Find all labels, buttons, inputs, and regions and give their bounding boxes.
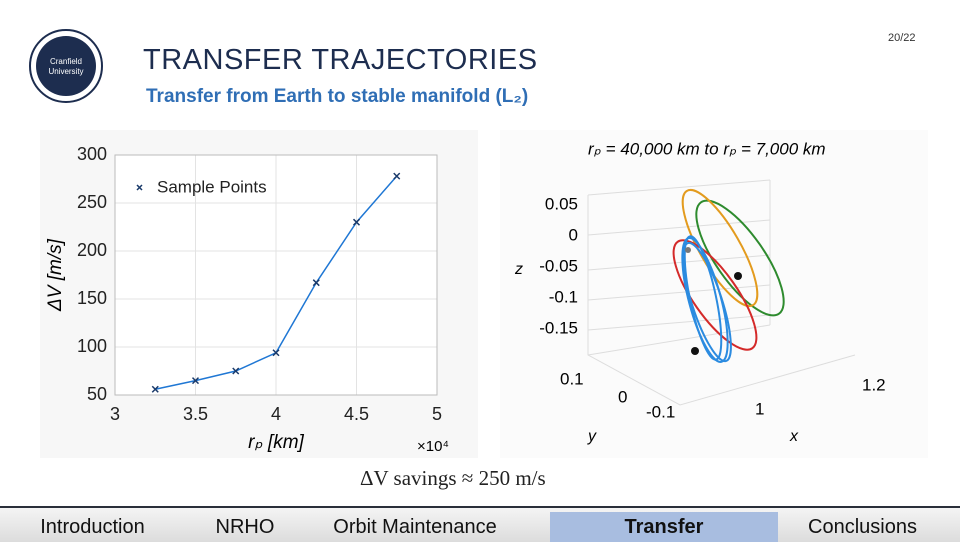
y-tick-label: 300 [77,144,107,164]
y-axis-label: y [587,428,597,445]
axes-box [587,179,856,406]
marker [272,349,280,357]
x-tick-label: 3.5 [183,404,208,424]
nav-item[interactable]: Conclusions [808,516,917,538]
orbits [672,188,785,363]
y-tick-label: -0.1 [646,402,675,421]
marker [151,385,159,393]
marker [191,377,200,385]
logo-text: University [48,67,83,76]
y-tick-label: 250 [77,192,107,212]
y-tick-label: 100 [77,336,107,356]
plot-title: rₚ = 40,000 km to rₚ = 7,000 km [588,139,826,158]
point [691,347,699,355]
y-axis-label: ΔV [m/s] [45,238,66,312]
point [734,272,742,280]
z-tick-label: 0.05 [545,194,578,213]
legend-label: Sample Points [157,177,267,196]
title: TRANSFER TRAJECTORIES [143,44,538,76]
logo: Cranfield University [29,29,103,103]
chart: 50 100 150 200 250 300 3 3.5 4 4.5 5 rₚ [km] ×10⁴ ΔV … [40,130,478,458]
x-axis-label: rₚ [km] [248,432,304,453]
y-tick-label: 0.1 [560,369,584,388]
logo-text: Cranfield [50,57,82,66]
page-number: 20/22 [888,32,916,44]
y-tick-label: 200 [77,240,107,260]
x-tick-label: 4 [271,404,281,424]
x-tick-label: 1.2 [862,375,886,394]
nav-bar: Introduction NRHO Orbit Maintenance Transfe… [0,506,960,542]
z-axis-label: z [514,261,523,278]
z-tick-label: -0.05 [539,256,578,275]
caption: ΔV savings ≈ 250 m/s [360,466,546,490]
marker [312,279,320,287]
marker [352,218,361,226]
nav-item[interactable]: Introduction [40,516,145,538]
nav-item[interactable]: Transfer [550,512,778,542]
axes-frame [114,154,438,396]
point [685,247,691,253]
orbit-plot: rₚ = 40,000 km to rₚ = 7,000 km 0.05 0 -0.0… [500,130,928,458]
legend-marker [136,184,143,191]
marker [232,367,240,375]
x-tick-label: 4.5 [344,404,369,424]
marker [393,172,401,180]
z-tick-label: -0.15 [539,318,578,337]
x-tick-label: 5 [432,404,442,424]
nav-item[interactable]: Orbit Maintenance [333,516,497,538]
x-scale-label: ×10⁴ [417,438,449,455]
subtitle: Transfer from Earth to stable manifold (… [146,86,529,107]
y-tick-label: 150 [77,288,107,308]
x-tick-label: 3 [110,404,120,424]
nav-item[interactable]: NRHO [215,516,275,538]
x-axis-label: x [789,428,799,445]
x-tick-label: 1 [755,399,764,418]
z-tick-label: 0 [569,225,578,244]
y-tick-label: 50 [87,384,107,404]
y-tick-label: 0 [618,387,627,406]
z-tick-label: -0.1 [549,287,578,306]
